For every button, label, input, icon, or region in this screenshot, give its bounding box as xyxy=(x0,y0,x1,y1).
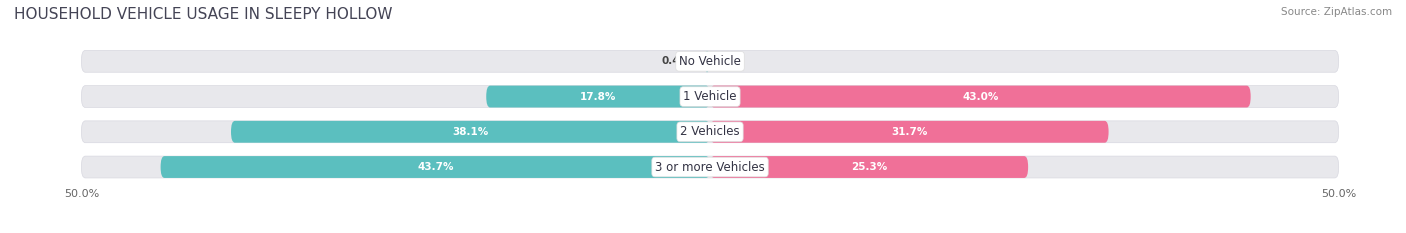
Text: HOUSEHOLD VEHICLE USAGE IN SLEEPY HOLLOW: HOUSEHOLD VEHICLE USAGE IN SLEEPY HOLLOW xyxy=(14,7,392,22)
Text: 43.0%: 43.0% xyxy=(962,92,998,102)
Text: Source: ZipAtlas.com: Source: ZipAtlas.com xyxy=(1281,7,1392,17)
Text: 1 Vehicle: 1 Vehicle xyxy=(683,90,737,103)
Text: 38.1%: 38.1% xyxy=(453,127,489,137)
Text: 2 Vehicles: 2 Vehicles xyxy=(681,125,740,138)
Text: 43.7%: 43.7% xyxy=(418,162,454,172)
Text: 17.8%: 17.8% xyxy=(579,92,616,102)
FancyBboxPatch shape xyxy=(710,86,1251,107)
FancyBboxPatch shape xyxy=(160,156,710,178)
Text: 3 or more Vehicles: 3 or more Vehicles xyxy=(655,161,765,174)
FancyBboxPatch shape xyxy=(82,86,1339,107)
Text: 31.7%: 31.7% xyxy=(891,127,928,137)
Text: 25.3%: 25.3% xyxy=(851,162,887,172)
Text: No Vehicle: No Vehicle xyxy=(679,55,741,68)
FancyBboxPatch shape xyxy=(710,156,1028,178)
FancyBboxPatch shape xyxy=(82,121,1339,143)
FancyBboxPatch shape xyxy=(704,50,710,72)
FancyBboxPatch shape xyxy=(486,86,710,107)
FancyBboxPatch shape xyxy=(82,50,1339,72)
FancyBboxPatch shape xyxy=(710,121,1108,143)
FancyBboxPatch shape xyxy=(231,121,710,143)
Text: 0.47%: 0.47% xyxy=(661,56,697,66)
FancyBboxPatch shape xyxy=(82,156,1339,178)
